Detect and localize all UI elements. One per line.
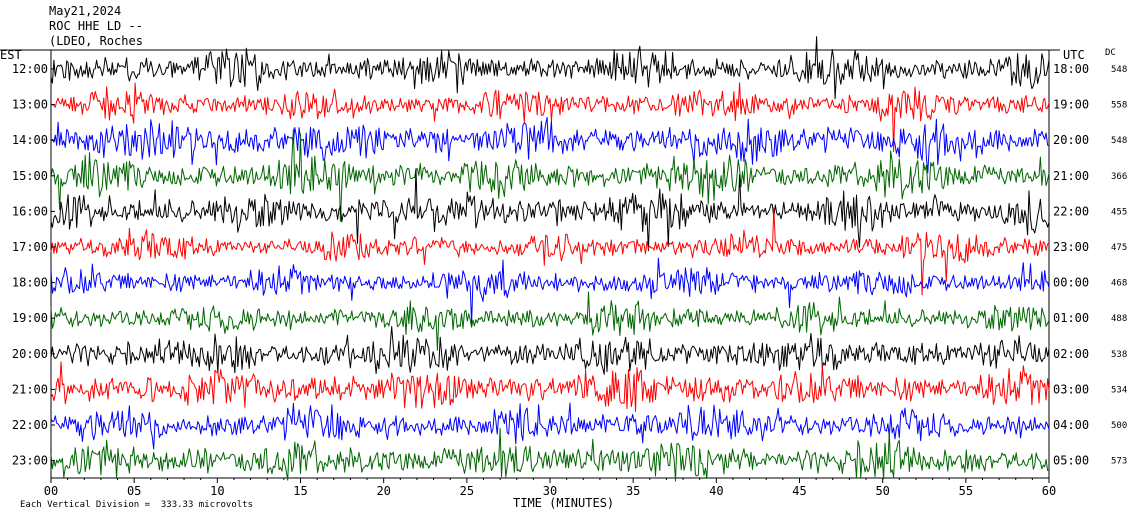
trace-row-1 bbox=[50, 82, 1050, 153]
right-axis-label: UTC bbox=[1063, 48, 1085, 62]
x-tick-label: 55 bbox=[959, 484, 973, 498]
left-hour-label: 14:00 bbox=[12, 133, 48, 147]
left-hour-label: 22:00 bbox=[12, 418, 48, 432]
right-hour-label: 23:00 bbox=[1053, 240, 1089, 254]
left-axis-label: EST bbox=[0, 48, 22, 62]
footer-scale-note: Each Vertical Division = 333.33 microvol… bbox=[20, 500, 253, 510]
right-hour-label: 20:00 bbox=[1053, 133, 1089, 147]
dc-value: 500 bbox=[1111, 421, 1127, 431]
right-hour-label: 00:00 bbox=[1053, 276, 1089, 290]
x-tick-label: 10 bbox=[210, 484, 224, 498]
trace-row-4 bbox=[50, 168, 1050, 252]
trace-row-11 bbox=[50, 427, 1050, 482]
x-tick-label: 40 bbox=[709, 484, 723, 498]
right-hour-label: 22:00 bbox=[1053, 204, 1089, 218]
dc-value: 468 bbox=[1111, 279, 1127, 289]
header-date: May21,2024 bbox=[49, 4, 122, 18]
dc-value: 548 bbox=[1111, 136, 1127, 146]
trace-row-9 bbox=[50, 361, 1050, 413]
dc-value: 534 bbox=[1111, 385, 1127, 395]
left-hour-label: 13:00 bbox=[12, 98, 48, 112]
left-hour-label: 18:00 bbox=[12, 276, 48, 290]
left-hour-label: 16:00 bbox=[12, 204, 48, 218]
trace-row-3 bbox=[50, 128, 1050, 222]
right-hour-label: 04:00 bbox=[1053, 418, 1089, 432]
trace-row-10 bbox=[50, 402, 1050, 450]
x-tick-label: 45 bbox=[792, 484, 806, 498]
left-hour-label: 17:00 bbox=[12, 240, 48, 254]
left-hour-label: 12:00 bbox=[12, 62, 48, 76]
trace-row-0 bbox=[50, 36, 1050, 100]
x-tick-label: 05 bbox=[127, 484, 141, 498]
left-hour-label: 20:00 bbox=[12, 347, 48, 361]
dc-value: 455 bbox=[1111, 207, 1127, 217]
trace-row-6 bbox=[50, 257, 1050, 325]
trace-row-2 bbox=[50, 116, 1050, 174]
x-tick-label: 15 bbox=[293, 484, 307, 498]
x-tick-label: 20 bbox=[376, 484, 390, 498]
dc-value: 366 bbox=[1111, 172, 1127, 182]
x-axis-label: TIME (MINUTES) bbox=[513, 496, 615, 510]
left-hour-label: 15:00 bbox=[12, 169, 48, 183]
right-hour-label: 19:00 bbox=[1053, 98, 1089, 112]
left-hour-label: 23:00 bbox=[12, 454, 48, 468]
dc-label: DC bbox=[1105, 48, 1116, 58]
dc-value: 573 bbox=[1111, 457, 1127, 467]
left-hour-label: 19:00 bbox=[12, 311, 48, 325]
right-hour-label: 18:00 bbox=[1053, 62, 1089, 76]
x-tick-label: 35 bbox=[626, 484, 640, 498]
header-station: ROC HHE LD -- bbox=[49, 19, 143, 33]
x-tick-label: 50 bbox=[875, 484, 889, 498]
trace-row-7 bbox=[50, 291, 1050, 351]
x-tick-label: 00 bbox=[44, 484, 58, 498]
right-hour-label: 03:00 bbox=[1053, 382, 1089, 396]
dc-value: 548 bbox=[1111, 65, 1127, 75]
dc-value: 488 bbox=[1111, 314, 1127, 324]
header-location: (LDEO, Roches bbox=[49, 34, 143, 48]
trace-row-5 bbox=[50, 207, 1050, 296]
left-hour-label: 21:00 bbox=[12, 382, 48, 396]
right-hour-label: 01:00 bbox=[1053, 311, 1089, 325]
right-hour-label: 05:00 bbox=[1053, 454, 1089, 468]
trace-row-8 bbox=[50, 326, 1050, 375]
dc-value: 558 bbox=[1111, 101, 1127, 111]
x-tick-label: 60 bbox=[1042, 484, 1056, 498]
right-hour-label: 21:00 bbox=[1053, 169, 1089, 183]
x-tick-label: 25 bbox=[460, 484, 474, 498]
x-tick-label: 30 bbox=[543, 484, 557, 498]
dc-value: 475 bbox=[1111, 243, 1127, 253]
right-hour-label: 02:00 bbox=[1053, 347, 1089, 361]
dc-value: 538 bbox=[1111, 350, 1127, 360]
